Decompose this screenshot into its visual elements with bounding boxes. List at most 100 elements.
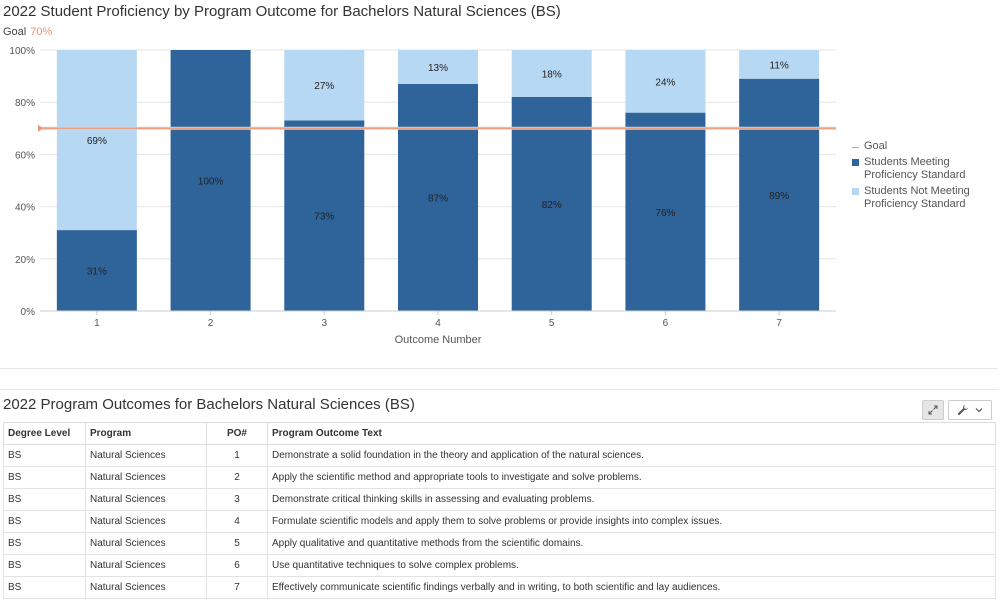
bar-meeting (739, 78, 820, 312)
y-tick-label: 20% (15, 255, 35, 266)
legend-goal-line (852, 147, 859, 148)
y-tick-label: 80% (15, 98, 35, 109)
settings-menu-button[interactable] (948, 400, 992, 420)
bar-meeting (511, 96, 592, 311)
x-tick-label: 7 (776, 318, 782, 329)
goal-marker-icon (38, 124, 43, 132)
bar-not-meeting (511, 50, 592, 97)
goal-value: 70% (30, 26, 53, 38)
table-row[interactable]: BS Natural Sciences 5 Apply qualitative and… (3, 532, 996, 555)
y-tick-label: 60% (15, 150, 35, 161)
legend-label-meeting: Students Meeting Proficiency Standard (864, 156, 966, 181)
cell-program: Natural Sciences (85, 532, 207, 555)
y-tick-label: 0% (21, 307, 36, 318)
data-label-meeting: 82% (542, 200, 562, 211)
bar-meeting (170, 50, 251, 311)
data-label-not-meeting: 18% (542, 69, 562, 80)
x-tick-label: 4 (435, 318, 441, 329)
table-row[interactable]: BS Natural Sciences 7 Effectively communica… (3, 576, 996, 599)
data-label-meeting: 87% (428, 193, 448, 204)
section-divider (0, 368, 998, 369)
cell-outcome-text: Effectively communicate scientific findi… (267, 576, 996, 599)
outcomes-table: Degree Level Program PO# Program Outcome… (3, 422, 996, 599)
cell-program: Natural Sciences (85, 444, 207, 467)
x-tick-label: 5 (549, 318, 555, 329)
chart-title: 2022 Student Proficiency by Program Outc… (3, 3, 561, 20)
column-header-program[interactable]: Program (85, 422, 207, 445)
cell-po-number: 4 (206, 510, 268, 533)
chevron-down-icon (975, 408, 983, 413)
legend-label-not-meeting: Students Not Meeting Proficiency Standar… (864, 185, 970, 210)
data-label-meeting: 73% (314, 212, 334, 223)
outcomes-table-panel: 2022 Program Outcomes for Bachelors Natu… (0, 389, 998, 604)
goal-indicator: Goal 70% (3, 26, 52, 38)
cell-degree-level: BS (3, 554, 86, 577)
column-header-degree-level[interactable]: Degree Level (3, 422, 86, 445)
x-tick-label: 1 (94, 318, 100, 329)
table-header-row: Degree Level Program PO# Program Outcome… (3, 422, 996, 445)
x-tick-label: 3 (322, 318, 328, 329)
data-label-meeting: 31% (87, 267, 107, 278)
goal-label: Goal (3, 26, 27, 38)
data-label-meeting: 100% (198, 177, 224, 188)
cell-program: Natural Sciences (85, 466, 207, 489)
column-header-po-number[interactable]: PO# (206, 422, 268, 445)
bar-not-meeting (56, 50, 137, 231)
bar-not-meeting (284, 50, 365, 121)
bar-not-meeting (739, 50, 820, 79)
legend-swatch-meeting (852, 159, 859, 166)
cell-program: Natural Sciences (85, 510, 207, 533)
expand-icon (928, 405, 938, 415)
cell-degree-level: BS (3, 532, 86, 555)
table-row[interactable]: BS Natural Sciences 1 Demonstrate a solid f… (3, 444, 996, 467)
cell-program: Natural Sciences (85, 488, 207, 511)
cell-po-number: 2 (206, 466, 268, 489)
data-label-not-meeting: 69% (87, 136, 107, 147)
data-label-meeting: 76% (655, 208, 675, 219)
x-tick-label: 2 (208, 318, 214, 329)
legend-item-goal[interactable]: Goal (852, 140, 984, 153)
cell-program: Natural Sciences (85, 554, 207, 577)
x-tick-label: 6 (663, 318, 669, 329)
cell-outcome-text: Apply the scientific method and appropri… (267, 466, 996, 489)
bar-not-meeting (398, 50, 478, 84)
legend-item-meeting[interactable]: Students Meeting Proficiency Standard (852, 156, 984, 182)
column-header-outcome-text[interactable]: Program Outcome Text (267, 422, 996, 445)
table-row[interactable]: BS Natural Sciences 3 Demonstrate critical … (3, 488, 996, 511)
legend-swatch-not-meeting (852, 188, 859, 195)
cell-po-number: 5 (206, 532, 268, 555)
table-toolbar (922, 400, 992, 420)
cell-program: Natural Sciences (85, 576, 207, 599)
data-label-not-meeting: 27% (314, 81, 334, 92)
cell-outcome-text: Formulate scientific models and apply th… (267, 510, 996, 533)
cell-degree-level: BS (3, 444, 86, 467)
cell-po-number: 3 (206, 488, 268, 511)
chart-legend: Goal Students Meeting Proficiency Standa… (852, 140, 984, 214)
cell-degree-level: BS (3, 576, 86, 599)
legend-item-not-meeting[interactable]: Students Not Meeting Proficiency Standar… (852, 185, 984, 211)
data-label-meeting: 89% (769, 191, 789, 202)
bar-meeting (56, 230, 137, 311)
x-axis-title: Outcome Number (395, 334, 482, 346)
table-row[interactable]: BS Natural Sciences 2 Apply the scientific … (3, 466, 996, 489)
expand-button[interactable] (922, 400, 944, 420)
cell-degree-level: BS (3, 488, 86, 511)
cell-outcome-text: Demonstrate critical thinking skills in … (267, 488, 996, 511)
cell-outcome-text: Use quantitative techniques to solve com… (267, 554, 996, 577)
table-row[interactable]: BS Natural Sciences 6 Use quantitative tech… (3, 554, 996, 577)
cell-po-number: 1 (206, 444, 268, 467)
legend-label-goal: Goal (864, 140, 888, 152)
table-title: 2022 Program Outcomes for Bachelors Natu… (3, 396, 415, 413)
cell-po-number: 6 (206, 554, 268, 577)
bar-meeting (284, 120, 365, 311)
cell-degree-level: BS (3, 510, 86, 533)
data-label-not-meeting: 13% (428, 63, 448, 74)
cell-outcome-text: Demonstrate a solid foundation in the th… (267, 444, 996, 467)
cell-outcome-text: Apply qualitative and quantitative metho… (267, 532, 996, 555)
y-tick-label: 100% (9, 46, 35, 57)
data-label-not-meeting: 24% (655, 77, 675, 88)
table-row[interactable]: BS Natural Sciences 4 Formulate scientific … (3, 510, 996, 533)
bar-not-meeting (625, 50, 706, 113)
bar-meeting (625, 112, 706, 311)
bar-meeting (398, 83, 478, 312)
